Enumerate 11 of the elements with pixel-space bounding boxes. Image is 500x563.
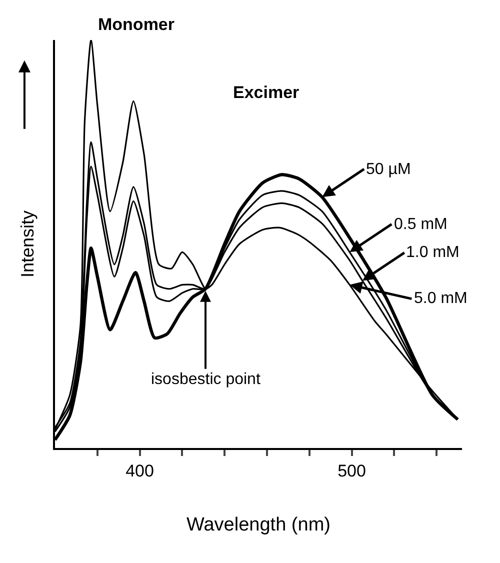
x-axis-title: Wavelength (nm) (186, 514, 330, 536)
annotation: Excimer (233, 83, 300, 102)
x-tick-label: 500 (338, 461, 366, 480)
annotation: 1.0 mM (406, 244, 460, 261)
annotation: 5.0 mM (414, 290, 468, 307)
text: Monomer (98, 15, 175, 34)
x-tick-label: 400 (126, 461, 154, 480)
annotation: isosbestic point (151, 371, 261, 388)
y-axis-title: Intensity (18, 210, 38, 278)
annotation: 50 µM (366, 161, 411, 178)
annotation: 0.5 mM (394, 216, 448, 233)
